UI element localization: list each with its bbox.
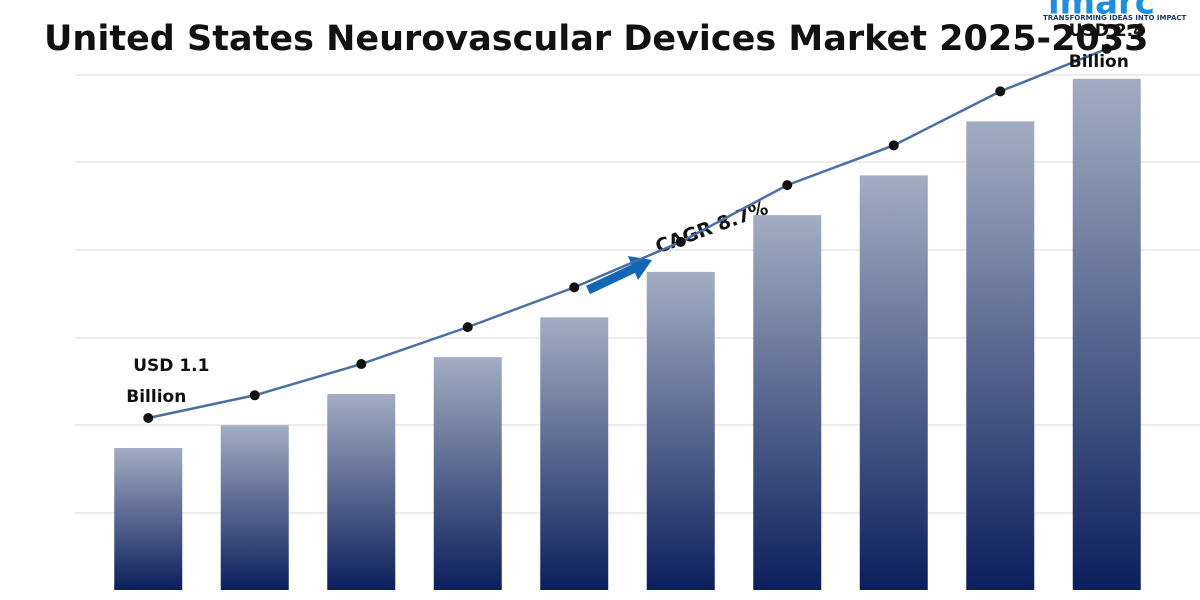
- bar: [220, 425, 289, 590]
- trend-dot: [675, 236, 686, 247]
- trend-dot: [782, 180, 793, 191]
- value-label-line: USD 1.1: [133, 356, 209, 376]
- trend-dot: [888, 140, 899, 151]
- bar: [433, 357, 502, 590]
- bar: [540, 317, 609, 590]
- bar: [859, 175, 928, 591]
- bar: [1072, 78, 1141, 591]
- bar: [753, 215, 822, 590]
- trend-dot: [462, 322, 473, 333]
- bar: [114, 448, 183, 590]
- cagr-arrow: [586, 256, 652, 295]
- logo: imarc: [1048, 0, 1155, 23]
- value-label-line: USD 2.4: [1069, 21, 1145, 41]
- trend-dot: [569, 282, 580, 293]
- trend-dot: [249, 390, 260, 401]
- chart-title: United States Neurovascular Devices Mark…: [44, 19, 1148, 59]
- trend-dot: [1101, 43, 1112, 54]
- trend-dot: [356, 359, 367, 370]
- bar: [646, 271, 715, 590]
- logo-tagline: TRANSFORMING IDEAS INTO IMPACT: [1043, 14, 1187, 22]
- trend-dot: [143, 413, 154, 423]
- value-label: USD 1.1 Billion: [126, 356, 209, 407]
- value-label: USD 2.4 Billion: [1069, 21, 1145, 72]
- arrow-shaft: [586, 263, 637, 295]
- bar: [966, 121, 1035, 591]
- trend-dot: [995, 86, 1006, 97]
- trend-line: [147, 47, 1108, 420]
- value-label-line: Billion: [126, 387, 186, 407]
- value-label-line: Billion: [1069, 52, 1129, 72]
- bar: [327, 394, 396, 590]
